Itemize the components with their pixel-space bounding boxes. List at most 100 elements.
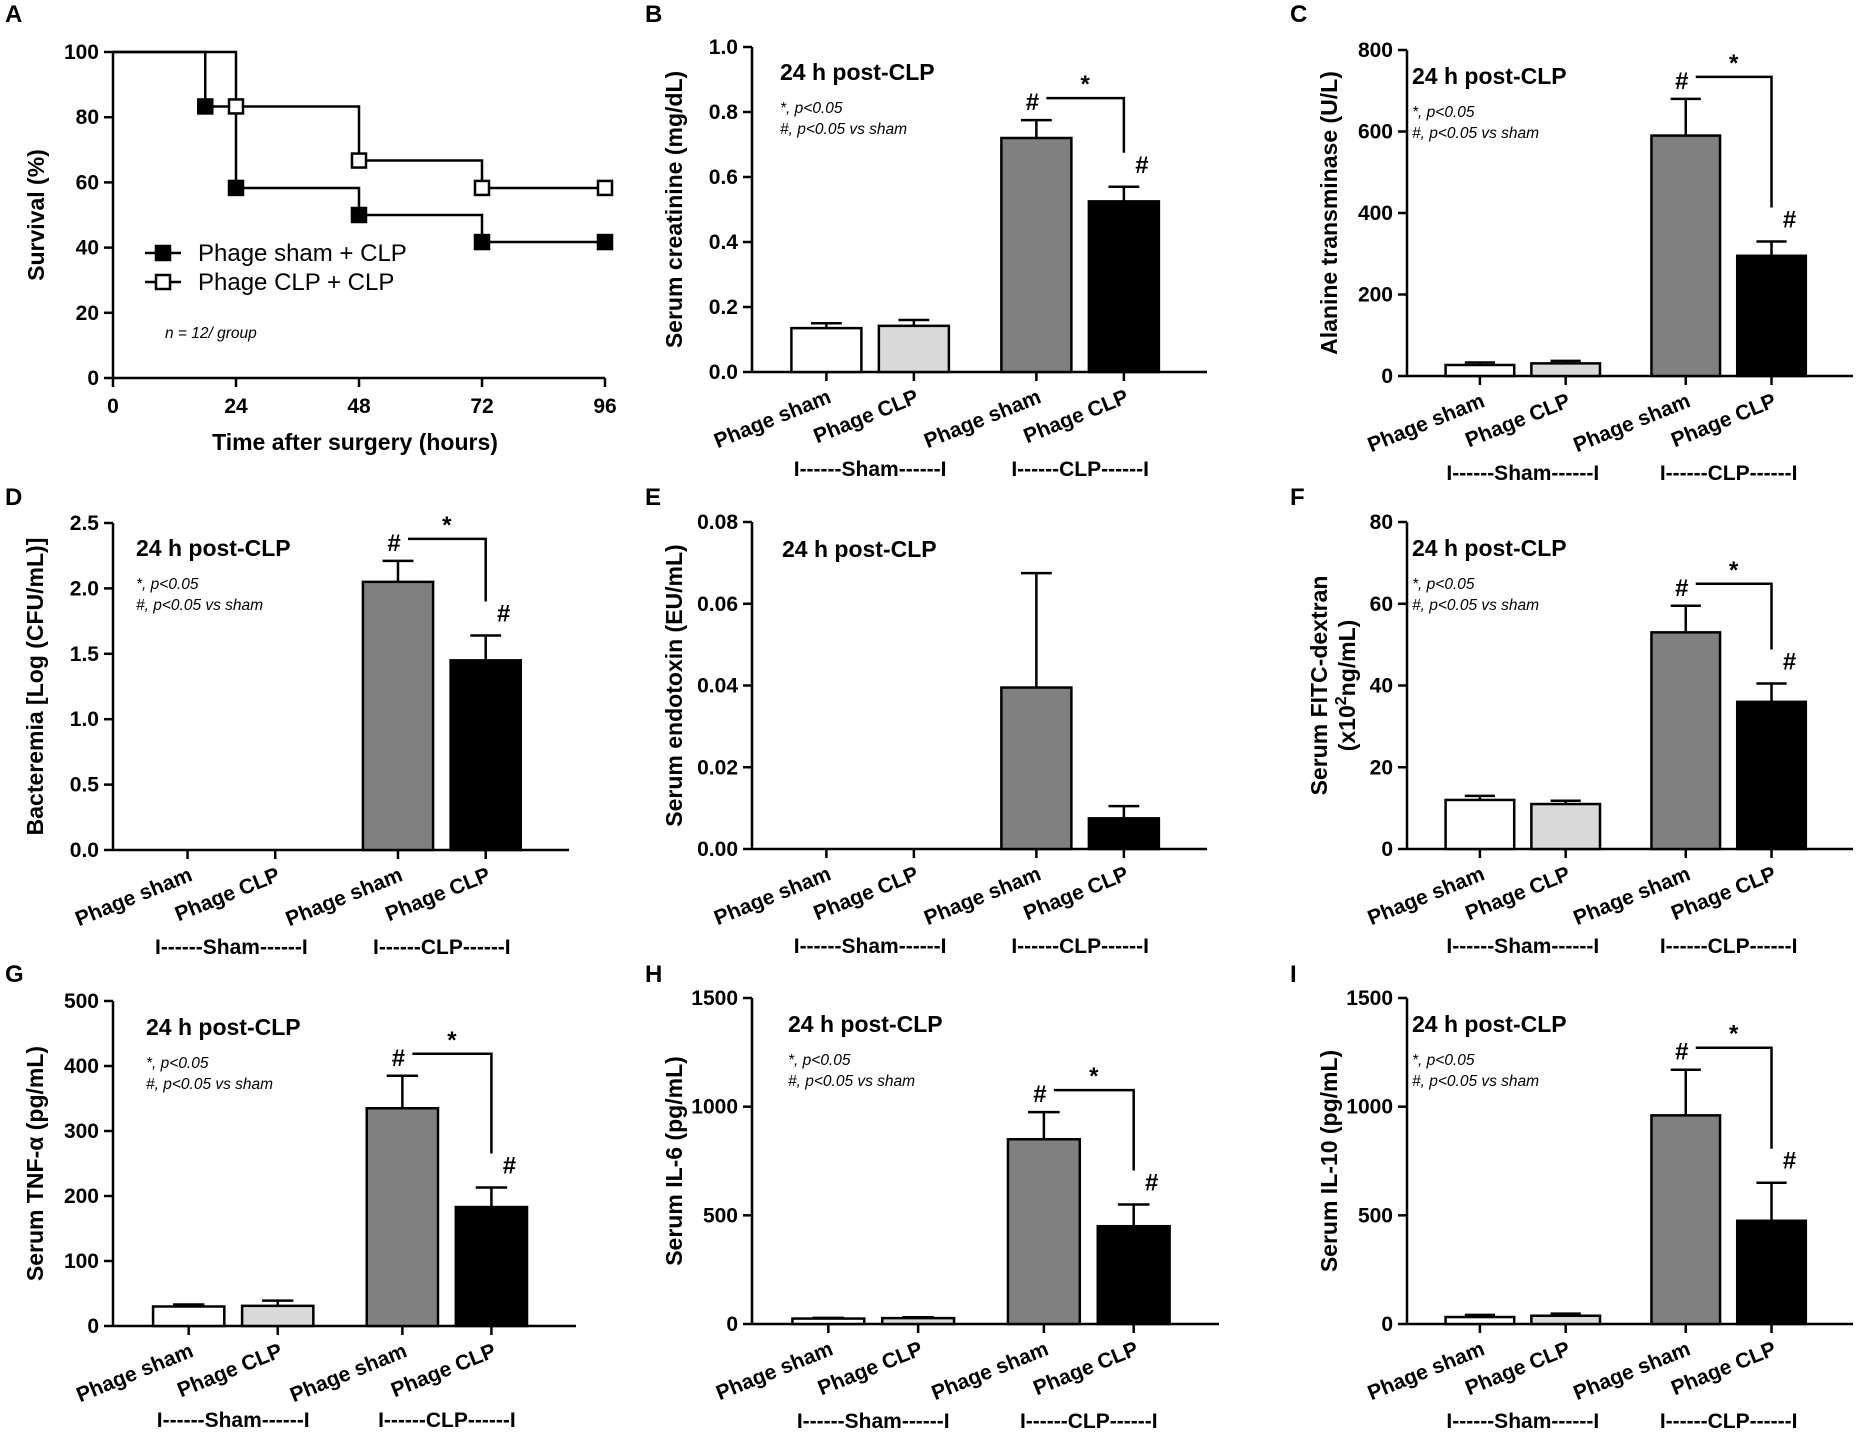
bar xyxy=(790,326,863,374)
x-tick-label: 96 xyxy=(593,395,616,418)
bar xyxy=(361,580,435,852)
data-point xyxy=(197,98,214,115)
bar xyxy=(1444,1315,1516,1326)
legend-marker xyxy=(154,244,172,262)
star-marker: * xyxy=(1729,50,1739,77)
panel-e: E 0.00 0.02 0.04 0.06 0.08 Serum endotoxin (EU… xyxy=(645,484,1207,958)
panel-b: B 0.0 0.2 0.4 0.6 0.8 1.0 Serum creatinine (mg/… xyxy=(645,1,1207,481)
y-axis-title: Alanine transminase (U/L) xyxy=(1316,71,1342,355)
panel-letter: B xyxy=(645,1,662,28)
y-tick-label: 0.08 xyxy=(697,511,738,534)
category-label: Phage sham xyxy=(283,863,406,931)
data-point xyxy=(596,179,614,197)
bar xyxy=(1530,362,1602,378)
y-tick-label: 0.00 xyxy=(697,838,738,861)
group-label-sham: I------Sham------I xyxy=(1446,462,1599,485)
star-marker: * xyxy=(442,512,452,539)
legend-label: Phage sham + CLP xyxy=(198,240,407,267)
bar xyxy=(454,1205,529,1328)
panel-header: 24 h post-CLP xyxy=(1412,63,1567,89)
x-tick-label: 24 xyxy=(224,395,248,418)
y-tick-label: 300 xyxy=(64,1120,99,1143)
y-tick-label: 0 xyxy=(1381,365,1393,388)
star-marker: * xyxy=(1729,1021,1739,1048)
significance-note: #, p<0.05 vs sham xyxy=(1412,125,1539,142)
data-point xyxy=(473,179,491,197)
panel-header: 24 h post-CLP xyxy=(146,1014,301,1040)
y-tick-label: 2.5 xyxy=(70,512,100,535)
bar xyxy=(880,1316,956,1326)
panel-letter: D xyxy=(5,484,22,511)
y-tick-label: 100 xyxy=(64,1250,99,1273)
group-label-clp: I------CLP------I xyxy=(1660,1410,1798,1432)
panel-f: F 0 20 40 60 80 Serum FITC-dextran (x102ng/mL) 2… xyxy=(1290,484,1853,958)
significance-note: *, p<0.05 xyxy=(1412,576,1475,593)
y-tick-label: 20 xyxy=(76,302,99,325)
y-tick-label: 60 xyxy=(1370,593,1393,616)
group-label-clp: I------CLP------I xyxy=(1660,462,1798,485)
y-tick-label: 60 xyxy=(76,171,99,194)
y-tick-label: 200 xyxy=(1358,284,1393,307)
significance-note: *, p<0.05 xyxy=(136,576,199,593)
category-label: Phage sham xyxy=(713,1337,836,1405)
panel-d: D 0.0 0.5 1.0 1.5 2.0 2.5 Bacteremia [Log (CFU/… xyxy=(5,484,569,959)
data-point xyxy=(350,206,368,224)
panel-letter: A xyxy=(5,1,22,28)
y-tick-label: 0 xyxy=(1381,1313,1393,1336)
panel-letter: C xyxy=(1290,1,1307,28)
y-tick-label: 0 xyxy=(1381,838,1393,861)
bar xyxy=(877,324,951,374)
panel-letter: I xyxy=(1290,961,1297,988)
panel-header: 24 h post-CLP xyxy=(136,535,291,561)
y-tick-label: 80 xyxy=(1370,511,1393,534)
panel-letter: H xyxy=(645,961,662,988)
significance-note: #, p<0.05 vs sham xyxy=(146,1076,273,1093)
hash-marker: # xyxy=(503,1153,516,1180)
significance-note: *, p<0.05 xyxy=(146,1055,209,1072)
y-tick-label: 0.5 xyxy=(70,774,100,797)
significance-note: #, p<0.05 vs sham xyxy=(136,597,263,614)
bar xyxy=(1650,631,1722,851)
category-label: Phage sham xyxy=(928,1337,1051,1405)
panel-letter: F xyxy=(1290,484,1305,511)
significance-note: *, p<0.05 xyxy=(788,1052,851,1069)
category-label: Phage sham xyxy=(72,863,195,931)
significance-bracket xyxy=(1046,96,1126,153)
group-label-clp: I------CLP------I xyxy=(373,936,511,959)
y-tick-label: 400 xyxy=(1358,202,1393,225)
y-axis-title: Serum FITC-dextran xyxy=(1306,576,1332,796)
y-tick-label: 0.8 xyxy=(709,101,739,124)
significance-note: *, p<0.05 xyxy=(1412,104,1475,121)
y-tick-label: 0.6 xyxy=(709,166,738,189)
hash-marker: # xyxy=(1026,89,1039,116)
group-label-clp: I------CLP------I xyxy=(1011,458,1149,481)
bar xyxy=(240,1304,315,1328)
bar xyxy=(1444,798,1516,851)
significance-note: #, p<0.05 vs sham xyxy=(780,121,907,138)
legend-label: Phage CLP + CLP xyxy=(198,269,394,296)
hash-marker: # xyxy=(1675,68,1688,95)
panel-header: 24 h post-CLP xyxy=(1412,1011,1567,1037)
group-label-clp: I------CLP------I xyxy=(1011,935,1149,958)
group-label-sham: I------Sham------I xyxy=(157,1409,310,1432)
group-label-sham: I------Sham------I xyxy=(1446,1410,1599,1432)
bar xyxy=(1000,686,1073,851)
significance-bracket xyxy=(1695,1046,1773,1149)
y-tick-label: 100 xyxy=(64,41,99,64)
y-axis-title: Serum endotoxin (EU/mL) xyxy=(661,544,687,826)
y-tick-label: 800 xyxy=(1358,39,1393,62)
data-point xyxy=(227,98,245,115)
y-tick-label: 0.4 xyxy=(709,231,739,254)
y-tick-label: 0.0 xyxy=(709,361,738,384)
significance-bracket xyxy=(1695,582,1773,650)
panel-header: 24 h post-CLP xyxy=(780,59,935,85)
star-marker: * xyxy=(447,1027,457,1054)
y-tick-label: 0.02 xyxy=(697,756,738,779)
bar xyxy=(1735,254,1808,378)
panel-h: H 0 500 1000 1500 Serum IL-6 (pg/mL) 24 h post… xyxy=(645,961,1219,1432)
x-tick-label: 0 xyxy=(107,395,119,418)
data-point xyxy=(473,233,491,251)
star-marker: * xyxy=(1080,71,1090,98)
hash-marker: # xyxy=(1783,207,1796,234)
